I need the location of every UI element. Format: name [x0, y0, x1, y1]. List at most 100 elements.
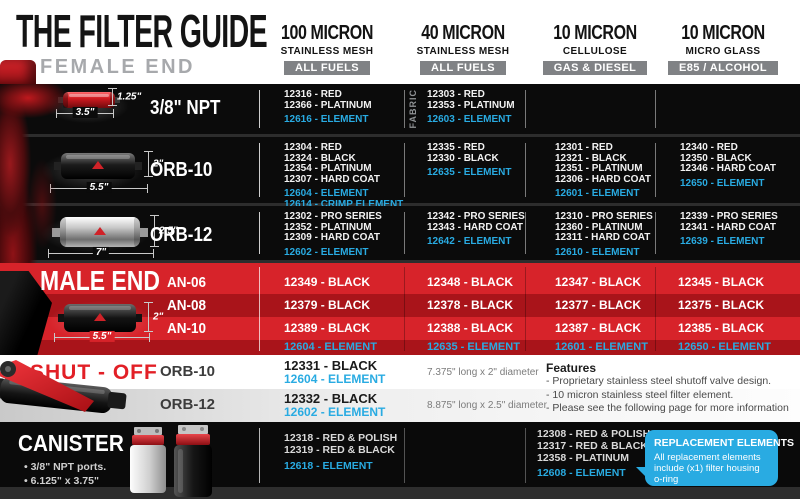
parts-cell: 12335 - RED 12330 - BLACK 12635 - ELEMENT [405, 137, 525, 203]
male-row-an-06: AN-06 12349 - BLACK 12348 - BLACK 12347 … [0, 271, 800, 294]
element-number: 12601 - ELEMENT [555, 188, 640, 199]
element-number: 12603 - ELEMENT [427, 114, 512, 125]
part-number: 12389 - BLACK [284, 321, 371, 335]
element-number: 12601 - ELEMENT [555, 341, 648, 353]
part-number: 12375 - BLACK [678, 298, 765, 312]
feature-item: - Proprietary stainless steel shutoff va… [546, 375, 772, 387]
column-fuel-badge: E85 / ALCOHOL [668, 61, 778, 75]
element-number: 12604 - ELEMENT [284, 341, 377, 353]
part-number: 12321 - BLACK [555, 152, 627, 164]
shutoff-row-orb-12: ORB-12 12332 - BLACK 12602 - ELEMENT 8.8… [0, 389, 800, 422]
part-list: 12342 - PRO SERIES 12343 - HARD COAT [427, 211, 525, 233]
column-divider [655, 267, 656, 351]
element-list: 12603 - ELEMENT [427, 114, 525, 126]
part-number: 12318 - RED & POLISH [284, 432, 398, 444]
column-micron-label: 100 MICRON [280, 22, 374, 44]
part-number: 12317 - RED & BLACK [537, 440, 648, 452]
element-list: 12610 - ELEMENT [555, 246, 655, 259]
column-divider [259, 267, 260, 351]
element-number: 12650 - ELEMENT [678, 341, 771, 353]
part-number: 12352 - PLATINUM [284, 221, 372, 233]
element-number: 12604 - ELEMENT [284, 188, 369, 199]
column-fuel-badge: GAS & DIESEL [542, 61, 648, 75]
part-number: 12335 - RED [427, 142, 485, 153]
part-number: 12377 - BLACK [555, 298, 642, 312]
replacement-elements-callout: REPLACEMENT ELEMENTS All replacement ele… [636, 430, 794, 486]
part-list: 12308 - RED & POLISH 12317 - RED & BLACK 1… [537, 428, 650, 464]
male-end-title: MALE END [40, 265, 160, 296]
element-list: 12604 - ELEMENT 12614 - CRIMP ELEMENT [284, 188, 404, 210]
row-label-orb-10: ORB-10 [150, 159, 213, 181]
parts-cell: 12339 - PRO SERIES 12341 - HARD COAT 1263… [656, 206, 800, 260]
part-number: 12324 - BLACK [284, 152, 356, 164]
parts-cell-empty [526, 84, 655, 134]
column-divider [655, 212, 656, 254]
column-divider [404, 267, 405, 351]
parts-cell: 12316 - RED 12366 - PLATINUM 12616 - ELEM… [262, 84, 404, 134]
section-label-female-end: FEMALE END [40, 56, 195, 78]
shutoff-valve-image [0, 360, 127, 414]
dimension-label: 5.5" [86, 181, 112, 193]
row-label-an-10: AN-10 [167, 320, 207, 337]
part-number: 12302 - PRO SERIES [284, 211, 382, 222]
part-number: 12360 - PLATINUM [555, 221, 643, 233]
fabric-label: FABRIC [408, 89, 418, 129]
parts-cell: 12302 - PRO SERIES 12352 - PLATINUM 12309 … [262, 206, 404, 260]
part-number: 12350 - BLACK [680, 152, 752, 164]
canister-product-images [130, 425, 212, 497]
parts-cell: 12304 - RED 12324 - BLACK 12354 - PLATINUM… [262, 137, 404, 209]
height-dimension: 1.25" [108, 88, 141, 106]
element-list: 12618 - ELEMENT [284, 460, 397, 472]
male-row-an-08: AN-08 12379 - BLACK 12378 - BLACK 12377 … [0, 294, 800, 317]
parts-cell: 12301 - RED 12321 - BLACK 12351 - PLATINUM… [526, 137, 655, 203]
part-number: 12304 - RED [284, 142, 342, 153]
column-header-10-micron-micro-glass: 10 MICRON MICRO GLASS E85 / ALCOHOL [648, 22, 798, 76]
part-number: 12385 - BLACK [678, 321, 765, 335]
column-header-100-micron: 100 MICRON STAINLESS MESH ALL FUELS [252, 22, 402, 76]
part-number: 12319 - RED & BLACK [284, 444, 395, 456]
female-row-orb-12: 2.5" 7" ORB-12 12302 - PRO SERIES 12352 -… [0, 206, 800, 263]
element-number: 12604 - ELEMENT [284, 372, 386, 386]
column-divider [404, 428, 405, 483]
length-dimension: 3.5" [56, 106, 114, 118]
column-header-40-micron: 40 MICRON STAINLESS MESH ALL FUELS [388, 22, 538, 76]
part-number: 12309 - HARD COAT [284, 232, 380, 243]
orb12-filter-image [52, 217, 148, 247]
row-label-an-06: AN-06 [167, 274, 207, 291]
shutoff-row-orb-10: ORB-10 12331 - BLACK 12604 - ELEMENT 7.3… [0, 355, 800, 389]
part-list: 12318 - RED & POLISH 12319 - RED & BLACK [284, 432, 397, 456]
element-number: 12635 - ELEMENT [427, 341, 520, 353]
part-number: 12345 - BLACK [678, 275, 765, 289]
element-list: 12602 - ELEMENT [284, 247, 404, 259]
element-list: 12650 - ELEMENT [680, 178, 800, 190]
column-micron-label: 10 MICRON [553, 22, 637, 44]
dimension-label: 3.5" [72, 106, 98, 118]
features-list: - Proprietary stainless steel shutoff va… [546, 375, 789, 416]
part-number: 12387 - BLACK [555, 321, 642, 335]
column-media-label: STAINLESS MESH [416, 46, 510, 57]
part-number: 12339 - PRO SERIES [680, 211, 778, 222]
part-list: 12335 - RED 12330 - BLACK [427, 142, 525, 164]
element-number: 12608 - ELEMENT [537, 467, 626, 479]
element-number: 12616 - ELEMENT [284, 114, 369, 125]
column-divider [259, 428, 260, 483]
dimension-label: 5.5" [89, 330, 115, 342]
canister-bullets: • 3/8" NPT ports. • 6.125" x 3.75" [24, 460, 106, 488]
column-divider [259, 212, 260, 254]
part-list: 12302 - PRO SERIES 12352 - PLATINUM 12309 … [284, 211, 404, 244]
column-divider [259, 143, 260, 197]
column-media-label: STAINLESS MESH [280, 46, 374, 57]
part-number: 12366 - PLATINUM [284, 99, 372, 111]
element-number: 12642 - ELEMENT [427, 236, 512, 247]
part-number: 12330 - BLACK [427, 152, 499, 164]
part-list: 12301 - RED 12321 - BLACK 12351 - PLATINUM… [555, 142, 655, 185]
element-number: 12610 - ELEMENT [555, 246, 640, 258]
element-number: 12614 - CRIMP ELEMENT [284, 198, 404, 210]
height-dimension: 2.5" [150, 215, 178, 247]
part-number: 12308 - RED & POLISH [537, 428, 651, 440]
height-dimension: 2" [144, 151, 163, 177]
column-fuel-badge: ALL FUELS [284, 61, 370, 75]
female-row-orb-10: 2" 5.5" ORB-10 12304 - RED 12324 - BLACK 1… [0, 137, 800, 209]
part-number: 12340 - RED [680, 142, 738, 153]
